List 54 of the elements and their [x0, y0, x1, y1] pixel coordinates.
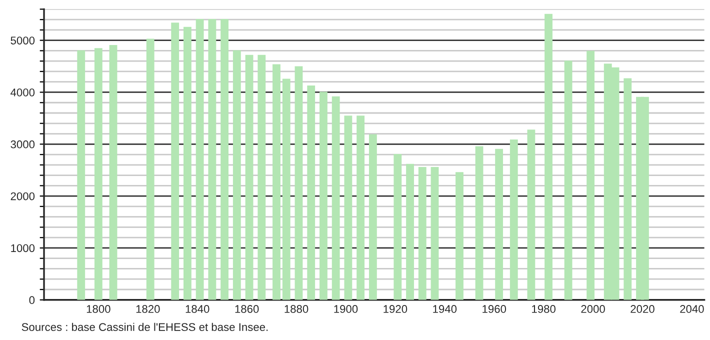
bar — [368, 134, 377, 300]
bar — [624, 78, 632, 300]
x-tick-label: 1900 — [334, 305, 358, 313]
bar — [394, 154, 402, 300]
bar — [208, 19, 216, 300]
y-tick-label: 5000 — [10, 36, 35, 44]
x-tick-label: 1880 — [284, 305, 308, 313]
bar — [220, 19, 229, 300]
bar — [232, 50, 241, 300]
bar — [109, 45, 118, 300]
bar — [320, 92, 328, 300]
bar — [307, 85, 316, 300]
bar — [146, 38, 154, 300]
bar — [510, 139, 518, 300]
x-tick-label: 2040 — [680, 305, 704, 313]
y-tick-label: 3000 — [10, 140, 35, 148]
bar — [406, 164, 414, 300]
x-tick-label: 2000 — [581, 305, 605, 313]
x-tick-label: 2020 — [630, 305, 654, 313]
x-tick-label: 1980 — [532, 305, 556, 313]
bar — [272, 64, 280, 300]
bar — [77, 50, 86, 300]
bar — [456, 172, 464, 300]
x-tick-label: 1860 — [235, 305, 259, 313]
bar — [544, 14, 552, 300]
y-tick-label: 0 — [29, 296, 35, 304]
x-tick-label: 1840 — [186, 305, 210, 313]
bar — [171, 22, 180, 300]
bar — [258, 54, 266, 300]
bar — [294, 66, 303, 300]
bar — [527, 130, 536, 300]
x-tick-label: 1800 — [86, 305, 110, 313]
y-tick-label: 2000 — [10, 192, 35, 200]
y-tick-label: 1000 — [11, 244, 35, 252]
bar — [245, 54, 254, 300]
bar — [196, 19, 204, 300]
x-tick-label: 1920 — [384, 305, 408, 313]
source-note: Sources : base Cassini de l'EHESS et base Insee. — [22, 322, 268, 332]
bar — [418, 166, 426, 300]
bar — [586, 50, 595, 300]
bar — [430, 166, 439, 300]
bar — [332, 96, 340, 300]
x-tick-label: 1960 — [482, 305, 506, 313]
bar — [282, 78, 290, 300]
bar — [475, 146, 484, 300]
bar — [184, 26, 192, 300]
bar — [94, 48, 102, 300]
bar — [564, 60, 572, 300]
bar — [356, 116, 365, 300]
bar — [344, 116, 352, 300]
bar — [495, 148, 504, 300]
y-tick-label: 4000 — [10, 88, 35, 96]
x-tick-label: 1940 — [433, 305, 457, 313]
x-tick-label: 1820 — [136, 305, 160, 313]
